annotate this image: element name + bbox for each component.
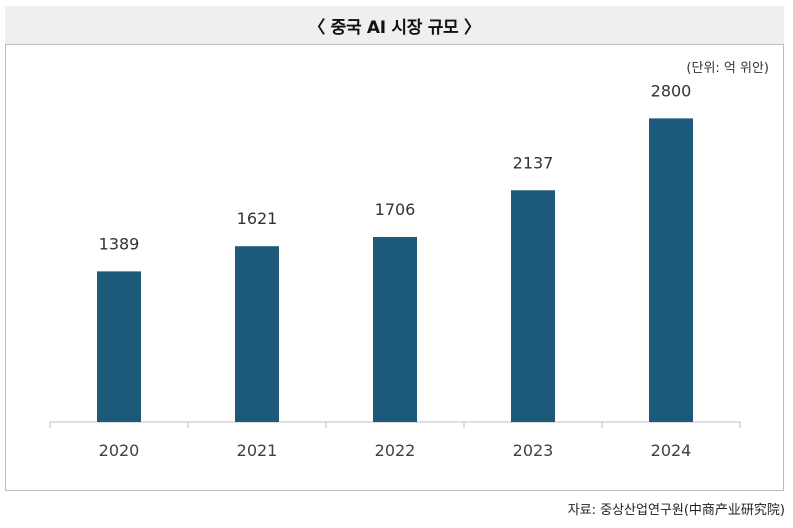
bar-2023 — [511, 190, 555, 422]
data-label-2022: 1706 — [375, 200, 416, 219]
bar-2022 — [373, 237, 417, 422]
x-tick-label-2023: 2023 — [513, 441, 554, 460]
source-note: 자료: 중상산업연구원(中商产业研究院) — [567, 503, 785, 518]
x-tick-label-2024: 2024 — [651, 441, 692, 460]
bar-chart: 1389 2020 1621 2021 1706 2022 2137 2023 2800 2024 — [49, 81, 741, 460]
x-tick-label-2022: 2022 — [375, 441, 416, 460]
data-label-2023: 2137 — [513, 153, 554, 172]
unit-label: (단위: 억 위안) — [686, 61, 769, 76]
bar-2021 — [235, 246, 279, 422]
x-tick-label-2020: 2020 — [99, 441, 140, 460]
data-label-2020: 1389 — [99, 234, 140, 253]
chart-title: 〈 중국 AI 시장 규모 〉 — [5, 6, 784, 44]
bar-2020 — [97, 271, 141, 422]
x-tick-label-2021: 2021 — [237, 441, 278, 460]
data-label-2021: 1621 — [237, 209, 278, 228]
bar-2024 — [649, 118, 693, 422]
data-label-2024: 2800 — [651, 81, 692, 100]
chart-frame: (단위: 억 위안) 1389 2020 1621 2021 1706 2022 2137 2… — [5, 44, 784, 491]
